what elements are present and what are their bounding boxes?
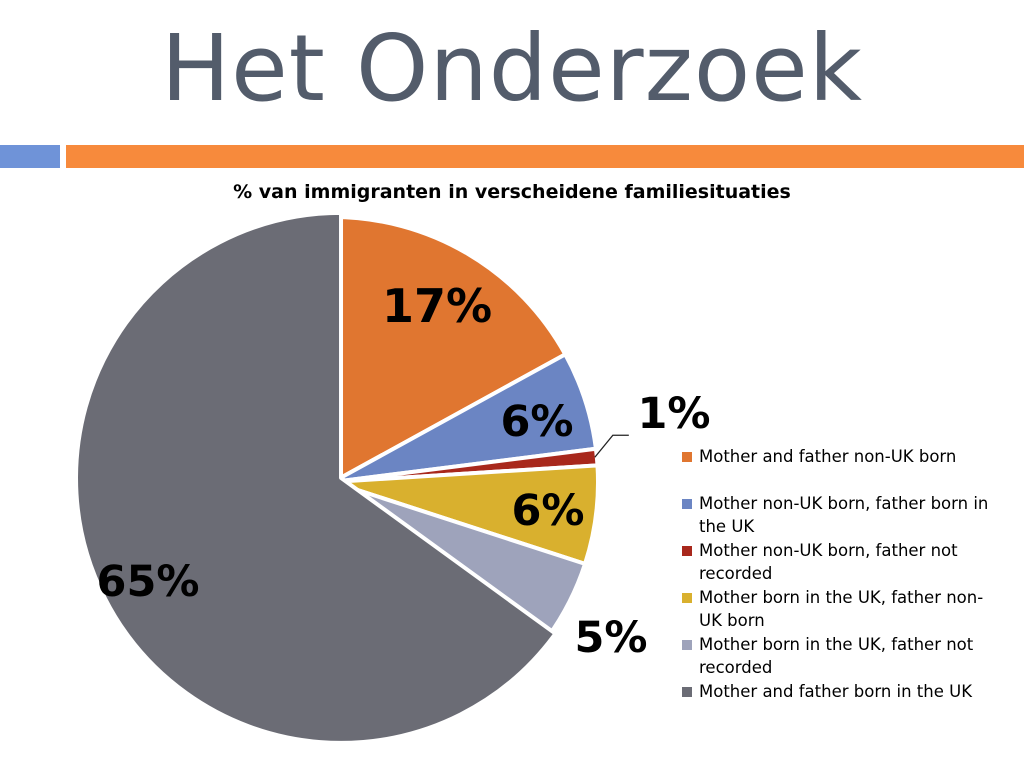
legend-swatch bbox=[682, 452, 692, 462]
data-label: 1% bbox=[637, 389, 710, 439]
slide-title: Het Onderzoek bbox=[160, 15, 864, 122]
legend-label: Mother born in the UK, father not record… bbox=[699, 635, 974, 677]
accent-bar-long bbox=[66, 145, 1024, 168]
data-label: 65% bbox=[97, 557, 200, 607]
accent-bar-small bbox=[0, 145, 60, 168]
pie-slice bbox=[74, 210, 558, 745]
data-label: 5% bbox=[574, 613, 647, 663]
legend-swatch bbox=[682, 640, 692, 650]
data-label: 6% bbox=[500, 397, 573, 447]
legend-label: Mother non-UK born, father not recorded bbox=[699, 541, 958, 583]
leader-line bbox=[594, 434, 629, 458]
chart-title: % van immigranten in verscheidene famili… bbox=[233, 181, 791, 203]
legend-label: Mother and father non-UK born bbox=[699, 447, 957, 466]
data-label: 6% bbox=[511, 486, 584, 536]
legend-label: Mother and father born in the UK bbox=[699, 682, 973, 701]
legend-swatch bbox=[682, 499, 692, 509]
legend-label: Mother non-UK born, father born in the U… bbox=[699, 494, 989, 536]
legend-swatch bbox=[682, 593, 692, 603]
data-label: 17% bbox=[382, 279, 492, 333]
legend-swatch bbox=[682, 687, 692, 697]
legend-swatch bbox=[682, 546, 692, 556]
legend-label: Mother born in the UK, father non-UK bor… bbox=[699, 588, 984, 630]
pie-slice bbox=[331, 215, 568, 484]
